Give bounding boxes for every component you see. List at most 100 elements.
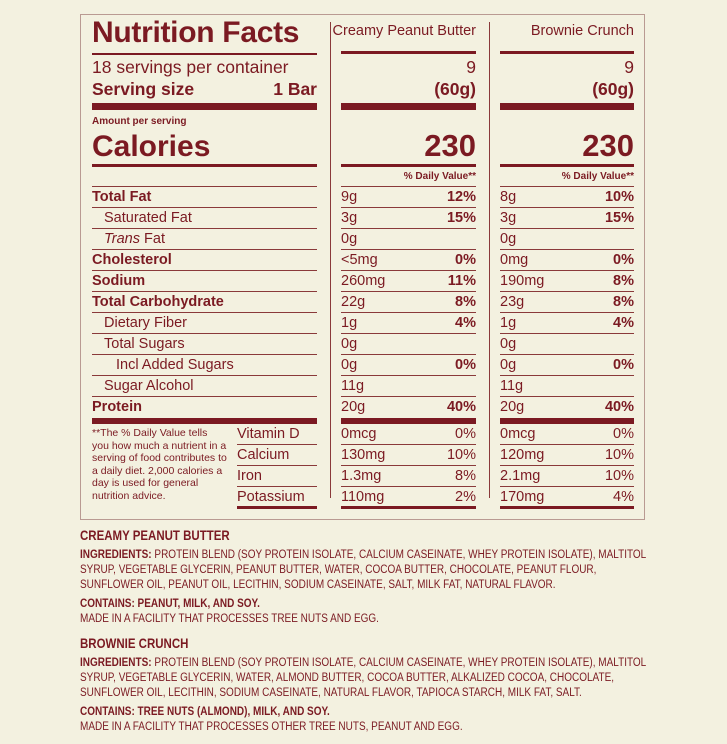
serving-size-label: Serving size bbox=[92, 79, 195, 99]
ingredients-creamy-peanut-butter: CREAMY PEANUT BUTTER INGREDIENTS: PROTEI… bbox=[80, 528, 654, 626]
vitamin-name: Calcium bbox=[237, 447, 290, 463]
nutrient-row: Dietary Fiber bbox=[92, 313, 317, 334]
amount: 0g bbox=[341, 336, 358, 352]
nutrient-name: Trans Fat bbox=[104, 231, 165, 247]
vitamin-row: Iron bbox=[237, 466, 317, 487]
nutrient-value-row: <5mg 0% bbox=[341, 250, 476, 271]
product-name: Brownie Crunch bbox=[530, 23, 634, 39]
nutrient-value-row: 20g 40% bbox=[500, 397, 634, 417]
divider bbox=[341, 164, 476, 167]
product-column-creamy-peanut-butter: Creamy Peanut Butter 9 (60g) 230 % Daily Val… bbox=[333, 14, 476, 514]
amount: 2.1mg bbox=[500, 468, 541, 484]
nutrient-value-row: 260mg 11% bbox=[341, 271, 476, 292]
nutrient-value-row: 11g bbox=[500, 376, 634, 397]
amount-per-serving: Amount per serving bbox=[92, 116, 187, 127]
nutrient-row: Total Fat bbox=[92, 187, 317, 208]
nutrient-row: Sodium bbox=[92, 271, 317, 292]
amount: 22g bbox=[341, 294, 366, 310]
divider bbox=[500, 506, 634, 509]
product-name: Creamy Peanut Butter bbox=[332, 23, 476, 39]
amount: 1g bbox=[341, 315, 358, 331]
amount: 0g bbox=[500, 336, 517, 352]
percent-daily-value: 12% bbox=[446, 189, 476, 205]
amount: 190mg bbox=[500, 273, 545, 289]
ingredients-list: INGREDIENTS: PROTEIN BLEND (SOY PROTEIN … bbox=[80, 655, 654, 700]
divider bbox=[92, 164, 317, 167]
amount: 110mg bbox=[341, 489, 385, 505]
percent-daily-value: 40% bbox=[446, 399, 476, 415]
ingredients-list: INGREDIENTS: PROTEIN BLEND (SOY PROTEIN … bbox=[80, 547, 654, 592]
divider bbox=[92, 186, 317, 187]
vitamin-name: Potassium bbox=[237, 489, 305, 505]
percent-daily-value: 8% bbox=[613, 273, 634, 289]
nutrient-name: Total Fat bbox=[92, 189, 152, 205]
vitamin-value-row: 0mcg 0% bbox=[500, 424, 634, 445]
calories-value: 230 bbox=[424, 128, 476, 163]
nutrient-row: Incl Added Sugars bbox=[92, 355, 317, 376]
nutrient-value-row: 0mg 0% bbox=[500, 250, 634, 271]
nutrient-value-row: 0g bbox=[341, 334, 476, 355]
calories-value: 230 bbox=[582, 128, 634, 163]
vitamin-value-row: 170mg 4% bbox=[500, 487, 634, 507]
nutrient-row: Sugar Alcohol bbox=[92, 376, 317, 397]
amount: 9g bbox=[341, 189, 358, 205]
nutrient-row: Total Carbohydrate bbox=[92, 292, 317, 313]
percent-daily-value: 4% bbox=[455, 315, 476, 331]
label-column: Nutrition Facts 18 servings per containe… bbox=[92, 14, 317, 514]
percent-daily-value: 4% bbox=[613, 315, 634, 331]
nutrient-name: Sugar Alcohol bbox=[104, 378, 194, 394]
percent-daily-value: 0% bbox=[455, 357, 476, 373]
amount: 0g bbox=[341, 357, 358, 373]
nutrient-value-row: 20g 40% bbox=[341, 397, 476, 417]
thick-divider bbox=[500, 103, 634, 110]
nutrient-value-row: 190mg 8% bbox=[500, 271, 634, 292]
nutrient-value-row: 9g 12% bbox=[341, 187, 476, 208]
nutrient-name: Incl Added Sugars bbox=[116, 357, 234, 373]
divider bbox=[237, 506, 317, 509]
amount: 3g bbox=[500, 210, 517, 226]
vitamin-value-row: 1.3mg 8% bbox=[341, 466, 476, 487]
percent-daily-value: 0% bbox=[455, 426, 476, 442]
percent-daily-value: 11% bbox=[447, 273, 476, 289]
allergen-statement: CONTAINS: PEANUT, MILK, AND SOY. bbox=[80, 596, 260, 610]
percent-daily-value: 10% bbox=[604, 468, 634, 484]
servings-per-container: 18 servings per container bbox=[92, 57, 289, 77]
nutrient-value-row: 3g 15% bbox=[500, 208, 634, 229]
amount: 3g bbox=[341, 210, 358, 226]
nutrient-value-row: 1g 4% bbox=[500, 313, 634, 334]
daily-value-header: % Daily Value** bbox=[403, 171, 476, 182]
servings-count: 9 bbox=[466, 57, 476, 77]
nutrient-value-row: 0g 0% bbox=[341, 355, 476, 376]
serving-size-value: 1 Bar bbox=[273, 79, 317, 99]
divider bbox=[500, 51, 634, 54]
ingredients-text: PROTEIN BLEND (SOY PROTEIN ISOLATE, CALC… bbox=[80, 655, 646, 699]
serving-size: (60g) bbox=[592, 79, 634, 99]
amount: 20g bbox=[500, 399, 525, 415]
nutrient-value-row: 22g 8% bbox=[341, 292, 476, 313]
nutrient-value-row: 0g bbox=[500, 334, 634, 355]
amount: 0mcg bbox=[500, 426, 536, 442]
column-divider bbox=[489, 22, 490, 498]
amount: 0mg bbox=[500, 252, 529, 268]
thick-divider bbox=[341, 418, 476, 424]
amount: 120mg bbox=[500, 447, 545, 463]
nutrient-value-row: 0g bbox=[500, 229, 634, 250]
amount: 130mg bbox=[341, 447, 386, 463]
ingredients-label: INGREDIENTS: bbox=[80, 655, 152, 669]
percent-daily-value: 0% bbox=[613, 357, 634, 373]
nutrient-value-row: 23g 8% bbox=[500, 292, 634, 313]
amount: 170mg bbox=[500, 489, 545, 505]
nutrient-value-row: 3g 15% bbox=[341, 208, 476, 229]
divider bbox=[341, 506, 476, 509]
nutrient-value-row: 11g bbox=[341, 376, 476, 397]
product-column-brownie-crunch: Brownie Crunch 9 (60g) 230 % Daily Value** 8g… bbox=[500, 14, 634, 514]
nutrient-row: Protein bbox=[92, 397, 317, 417]
amount: <5mg bbox=[341, 252, 378, 268]
calories-label: Calories bbox=[92, 130, 211, 163]
amount: 8g bbox=[500, 189, 517, 205]
divider bbox=[500, 186, 634, 187]
divider bbox=[500, 164, 634, 167]
servings-count: 9 bbox=[624, 57, 634, 77]
vitamin-value-row: 130mg 10% bbox=[341, 445, 476, 466]
vitamin-value-row: 2.1mg 10% bbox=[500, 466, 634, 487]
